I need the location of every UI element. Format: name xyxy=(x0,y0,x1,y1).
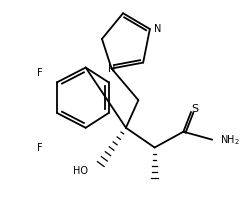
Text: N: N xyxy=(108,64,115,73)
Text: F: F xyxy=(37,68,42,79)
Text: NH$_2$: NH$_2$ xyxy=(220,133,240,147)
Text: N: N xyxy=(154,24,161,34)
Text: S: S xyxy=(191,104,198,114)
Text: HO: HO xyxy=(73,166,88,176)
Text: F: F xyxy=(37,143,42,152)
